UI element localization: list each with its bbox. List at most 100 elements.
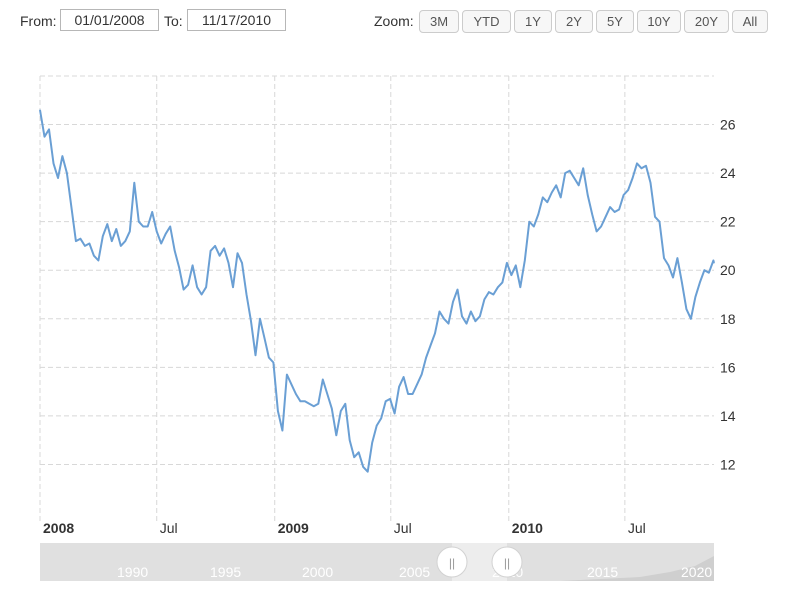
- data-point[interactable]: [421, 374, 423, 376]
- data-point[interactable]: [385, 400, 387, 402]
- handle-circle[interactable]: [436, 546, 468, 578]
- data-point[interactable]: [470, 310, 472, 313]
- data-point[interactable]: [587, 194, 589, 196]
- data-point[interactable]: [281, 429, 283, 432]
- data-point[interactable]: [358, 451, 360, 453]
- data-point[interactable]: [681, 281, 683, 283]
- data-point[interactable]: [474, 320, 476, 322]
- data-point[interactable]: [245, 293, 248, 296]
- data-point[interactable]: [236, 252, 239, 254]
- data-point[interactable]: [703, 269, 706, 271]
- data-point[interactable]: [178, 267, 180, 269]
- data-point[interactable]: [649, 182, 652, 184]
- data-point[interactable]: [479, 315, 481, 317]
- data-point[interactable]: [546, 201, 548, 203]
- data-point[interactable]: [156, 230, 158, 232]
- data-point[interactable]: [142, 225, 144, 228]
- data-point[interactable]: [690, 318, 692, 320]
- data-point[interactable]: [227, 262, 230, 264]
- data-point[interactable]: [623, 194, 625, 196]
- data-point[interactable]: [133, 182, 135, 184]
- data-point[interactable]: [187, 284, 189, 286]
- data-point[interactable]: [223, 247, 225, 249]
- from-date-input[interactable]: 01/01/2008: [60, 9, 159, 31]
- data-point[interactable]: [555, 184, 557, 186]
- data-point[interactable]: [712, 259, 715, 262]
- data-point[interactable]: [632, 177, 634, 179]
- data-point[interactable]: [465, 323, 468, 325]
- data-point[interactable]: [299, 400, 301, 402]
- data-point[interactable]: [102, 235, 104, 237]
- data-point[interactable]: [268, 357, 270, 359]
- data-point[interactable]: [425, 357, 427, 359]
- data-point[interactable]: [124, 240, 126, 242]
- data-point[interactable]: [308, 403, 310, 405]
- data-point[interactable]: [672, 276, 674, 279]
- zoom-5y-button[interactable]: 5Y: [596, 10, 634, 33]
- data-point[interactable]: [519, 286, 521, 288]
- data-point[interactable]: [515, 264, 517, 266]
- data-point[interactable]: [362, 466, 364, 468]
- data-point[interactable]: [708, 272, 710, 274]
- navigator[interactable]: 1990199520002005201020152020||||: [40, 543, 714, 581]
- data-point[interactable]: [371, 442, 373, 444]
- data-point[interactable]: [39, 109, 41, 111]
- data-point[interactable]: [645, 165, 647, 167]
- data-point[interactable]: [438, 310, 441, 313]
- data-point[interactable]: [636, 162, 638, 164]
- data-point[interactable]: [412, 393, 414, 395]
- data-point[interactable]: [286, 374, 288, 376]
- data-point[interactable]: [380, 417, 382, 419]
- data-point[interactable]: [174, 250, 176, 252]
- data-point[interactable]: [443, 318, 445, 320]
- data-point[interactable]: [483, 298, 485, 300]
- data-point[interactable]: [394, 412, 396, 415]
- data-point[interactable]: [618, 208, 620, 211]
- data-point[interactable]: [290, 383, 292, 385]
- data-point[interactable]: [367, 471, 369, 473]
- navigator-left-handle[interactable]: ||: [436, 546, 468, 578]
- data-point[interactable]: [340, 410, 342, 412]
- data-point[interactable]: [66, 172, 68, 174]
- handle-circle[interactable]: [491, 546, 523, 578]
- zoom-10y-button[interactable]: 10Y: [637, 10, 681, 33]
- data-point[interactable]: [160, 242, 162, 245]
- data-point[interactable]: [317, 403, 319, 405]
- data-point[interactable]: [201, 293, 203, 296]
- zoom-2y-button[interactable]: 2Y: [555, 10, 593, 33]
- data-point[interactable]: [232, 286, 234, 288]
- data-point[interactable]: [492, 293, 494, 296]
- data-point[interactable]: [147, 225, 149, 228]
- data-point[interactable]: [676, 257, 679, 259]
- data-point[interactable]: [129, 230, 131, 232]
- data-point[interactable]: [600, 225, 602, 228]
- data-point[interactable]: [605, 216, 607, 218]
- data-point[interactable]: [48, 128, 50, 130]
- data-point[interactable]: [349, 439, 351, 441]
- data-point[interactable]: [596, 230, 598, 232]
- data-point[interactable]: [106, 223, 108, 225]
- data-point[interactable]: [70, 206, 72, 208]
- data-point[interactable]: [79, 238, 81, 240]
- data-point[interactable]: [398, 386, 400, 388]
- data-point[interactable]: [57, 177, 59, 179]
- data-point[interactable]: [344, 403, 346, 405]
- data-point[interactable]: [403, 376, 405, 378]
- data-point[interactable]: [501, 281, 503, 283]
- data-point[interactable]: [578, 184, 580, 186]
- data-point[interactable]: [694, 296, 697, 298]
- data-point[interactable]: [573, 177, 575, 179]
- data-point[interactable]: [331, 408, 333, 410]
- data-point[interactable]: [192, 264, 194, 266]
- data-point[interactable]: [640, 167, 643, 169]
- data-point[interactable]: [658, 221, 661, 223]
- data-point[interactable]: [353, 456, 355, 458]
- data-point[interactable]: [263, 337, 266, 339]
- zoom-1y-button[interactable]: 1Y: [514, 10, 552, 33]
- data-point[interactable]: [52, 162, 55, 164]
- data-point[interactable]: [389, 398, 391, 400]
- data-point[interactable]: [510, 274, 512, 276]
- data-point[interactable]: [169, 225, 171, 228]
- data-point[interactable]: [551, 191, 553, 194]
- data-point[interactable]: [537, 213, 539, 215]
